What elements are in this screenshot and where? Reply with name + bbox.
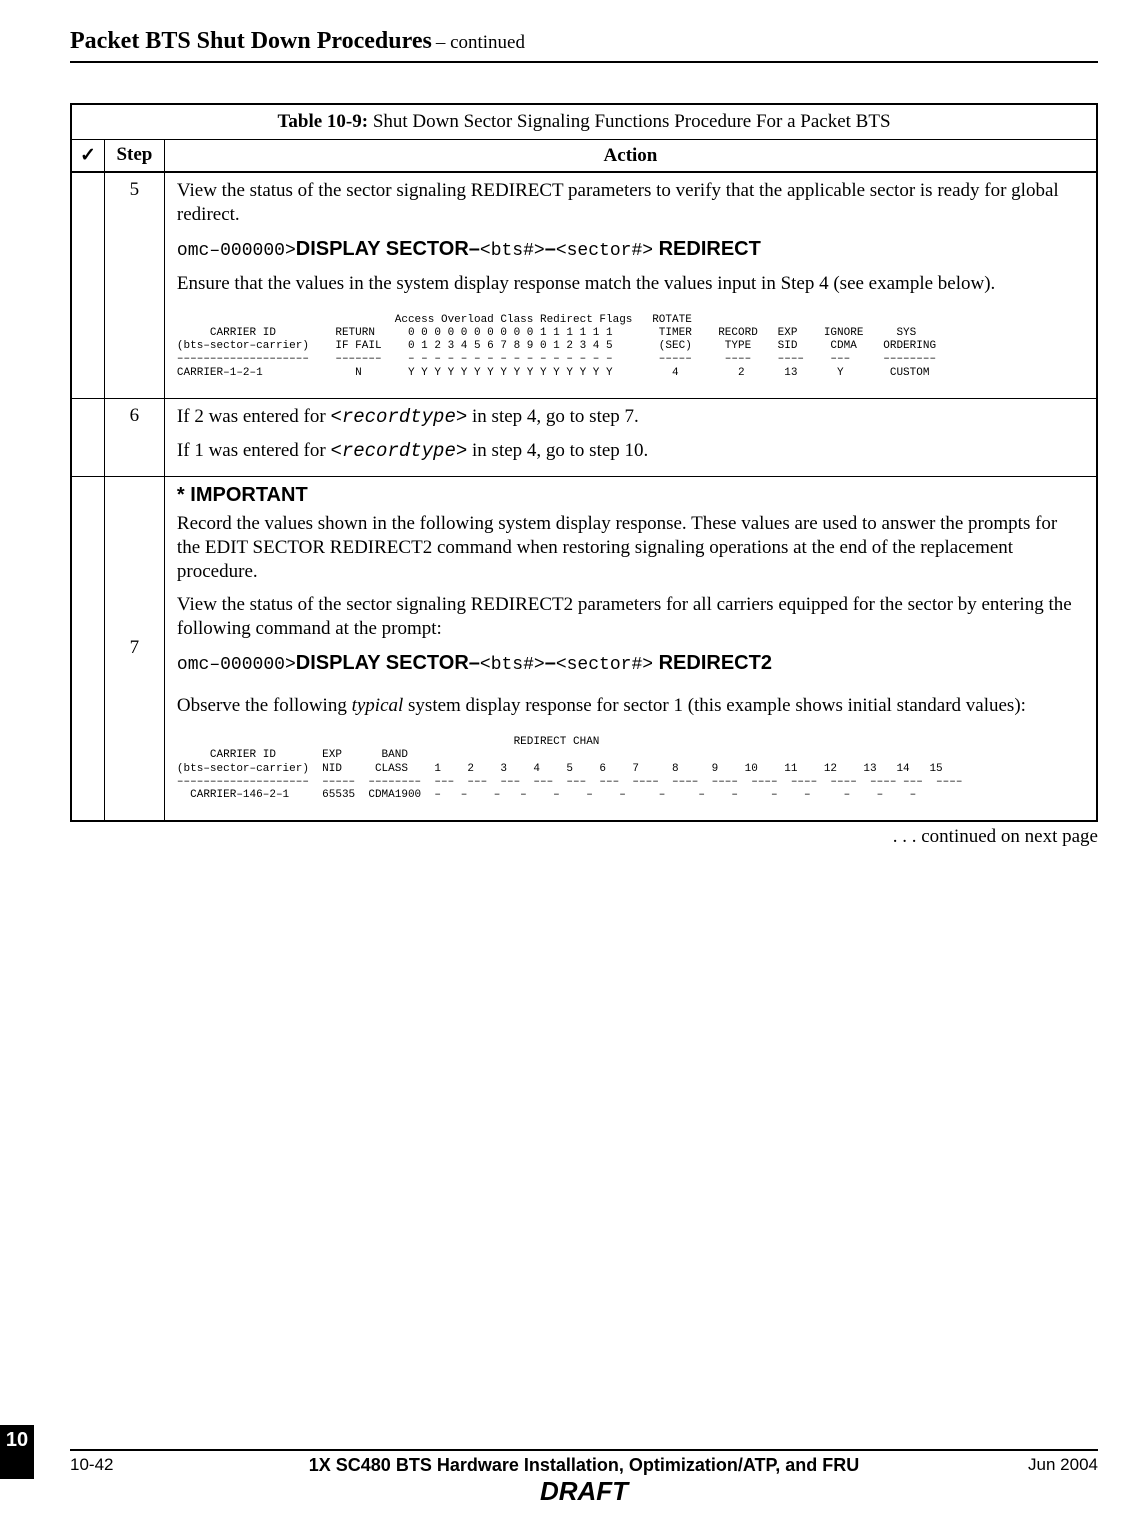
check-cell bbox=[71, 477, 104, 821]
cmd-dash: – bbox=[545, 652, 556, 674]
important-heading: * IMPORTANT bbox=[177, 483, 1084, 508]
t: in step 4, go to step 10. bbox=[467, 440, 648, 461]
procedure-table: Table 10-9: Shut Down Sector Signaling F… bbox=[70, 103, 1098, 822]
step7-p1: Record the values shown in the following… bbox=[177, 512, 1084, 583]
step-number: 5 bbox=[104, 172, 164, 398]
check-cell bbox=[71, 398, 104, 477]
cmd-dash: – bbox=[545, 238, 556, 260]
footer-draft: DRAFT bbox=[170, 1476, 998, 1507]
cmd-prompt: omc–000000> bbox=[177, 241, 296, 261]
step5-cmd: omc–000000>DISPLAY SECTOR–<bts#>–<sector… bbox=[177, 237, 1084, 263]
step7-cmd: omc–000000>DISPLAY SECTOR–<bts#>–<sector… bbox=[177, 651, 1084, 677]
step-number: 6 bbox=[104, 398, 164, 477]
action-cell: View the status of the sector signaling … bbox=[164, 172, 1097, 398]
t: in step 4, go to step 7. bbox=[467, 406, 639, 427]
step7-p2: View the status of the sector signaling … bbox=[177, 593, 1084, 641]
cmd-tail: REDIRECT bbox=[653, 238, 761, 260]
recordtype: <recordtype> bbox=[330, 406, 467, 428]
page-footer: 10-42 1X SC480 BTS Hardware Installation… bbox=[70, 1449, 1098, 1507]
t: system display response for sector 1 (th… bbox=[403, 695, 1026, 716]
step5-p2: Ensure that the values in the system dis… bbox=[177, 272, 1084, 296]
col-step: Step bbox=[104, 140, 164, 173]
t: If 1 was entered for bbox=[177, 440, 331, 461]
table-caption: Table 10-9: Shut Down Sector Signaling F… bbox=[71, 104, 1097, 140]
cmd-bold: DISPLAY SECTOR– bbox=[296, 238, 480, 260]
cmd-prompt: omc–000000> bbox=[177, 655, 296, 675]
footer-page-num: 10-42 bbox=[70, 1455, 170, 1475]
table-row: 5 View the status of the sector signalin… bbox=[71, 172, 1097, 398]
cmd-arg1: <bts#> bbox=[480, 241, 545, 261]
table-caption-row: Table 10-9: Shut Down Sector Signaling F… bbox=[71, 104, 1097, 140]
t: If 2 was entered for bbox=[177, 406, 331, 427]
step5-p1: View the status of the sector signaling … bbox=[177, 179, 1084, 227]
side-tab: 10 bbox=[0, 1425, 34, 1479]
cmd-tail: REDIRECT2 bbox=[653, 652, 772, 674]
continued-note: . . . continued on next page bbox=[70, 826, 1098, 848]
typical: typical bbox=[352, 695, 404, 716]
step5-mono: Access Overload Class Redirect Flags ROT… bbox=[177, 314, 1084, 380]
col-action: Action bbox=[164, 140, 1097, 173]
footer-doc-title: 1X SC480 BTS Hardware Installation, Opti… bbox=[170, 1455, 998, 1476]
check-cell bbox=[71, 172, 104, 398]
table-caption-rest: Shut Down Sector Signaling Functions Pro… bbox=[368, 111, 890, 132]
cmd-arg2: <sector#> bbox=[556, 241, 653, 261]
step7-p3: Observe the following typical system dis… bbox=[177, 694, 1084, 718]
page-header: Packet BTS Shut Down Procedures – contin… bbox=[70, 28, 1098, 63]
step6-p2: If 1 was entered for <recordtype> in ste… bbox=[177, 439, 1084, 464]
cmd-arg2: <sector#> bbox=[556, 655, 653, 675]
footer-date: Jun 2004 bbox=[998, 1455, 1098, 1475]
step-number: 7 bbox=[104, 477, 164, 821]
table-row: 7 * IMPORTANT Record the values shown in… bbox=[71, 477, 1097, 821]
cmd-arg1: <bts#> bbox=[480, 655, 545, 675]
t: Observe the following bbox=[177, 695, 352, 716]
action-cell: If 2 was entered for <recordtype> in ste… bbox=[164, 398, 1097, 477]
col-check: ✓ bbox=[71, 140, 104, 173]
step7-mono: REDIRECT CHAN CARRIER ID EXP BAND (bts–s… bbox=[177, 736, 1084, 802]
table-caption-bold: Table 10-9: bbox=[277, 111, 368, 132]
action-cell: * IMPORTANT Record the values shown in t… bbox=[164, 477, 1097, 821]
table-header-row: ✓ Step Action bbox=[71, 140, 1097, 173]
header-title: Packet BTS Shut Down Procedures bbox=[70, 28, 432, 54]
footer-center: 1X SC480 BTS Hardware Installation, Opti… bbox=[170, 1455, 998, 1507]
table-row: 6 If 2 was entered for <recordtype> in s… bbox=[71, 398, 1097, 477]
cmd-bold: DISPLAY SECTOR– bbox=[296, 652, 480, 674]
header-continued: – continued bbox=[436, 32, 525, 53]
step6-p1: If 2 was entered for <recordtype> in ste… bbox=[177, 405, 1084, 430]
recordtype: <recordtype> bbox=[330, 440, 467, 462]
